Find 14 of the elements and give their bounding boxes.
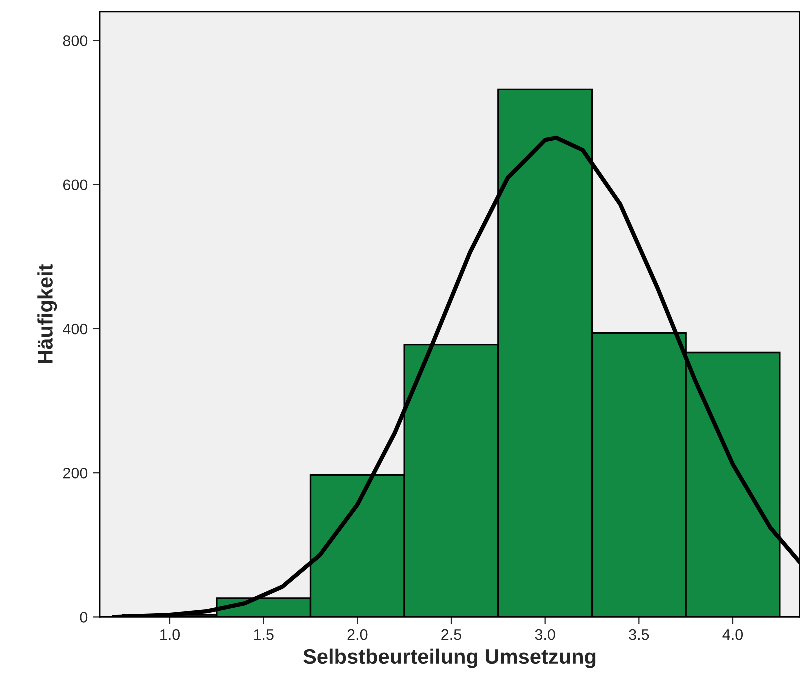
x-tick-label: 1.5 <box>254 630 274 640</box>
y-tick-label: 0 <box>80 612 88 623</box>
y-tick-label: 200 <box>63 468 88 479</box>
x-tick-label: 2.0 <box>348 629 368 640</box>
y-tick-label: 600 <box>63 180 88 191</box>
y-tick-label: 400 <box>63 324 88 335</box>
x-tick-label: 1.0 <box>160 629 180 640</box>
x-tick-label: 4.0 <box>722 629 744 640</box>
y-axis-title: Häufigkeit <box>38 264 58 364</box>
x-axis-title: Selbstbeurteilung Umsetzung <box>304 648 596 668</box>
y-tick-label: 800 <box>63 36 88 46</box>
x-tick-label: 3.0 <box>535 629 556 640</box>
x-tick-label: 3.5 <box>629 629 650 640</box>
x-tick-label: 2.5 <box>442 629 462 640</box>
